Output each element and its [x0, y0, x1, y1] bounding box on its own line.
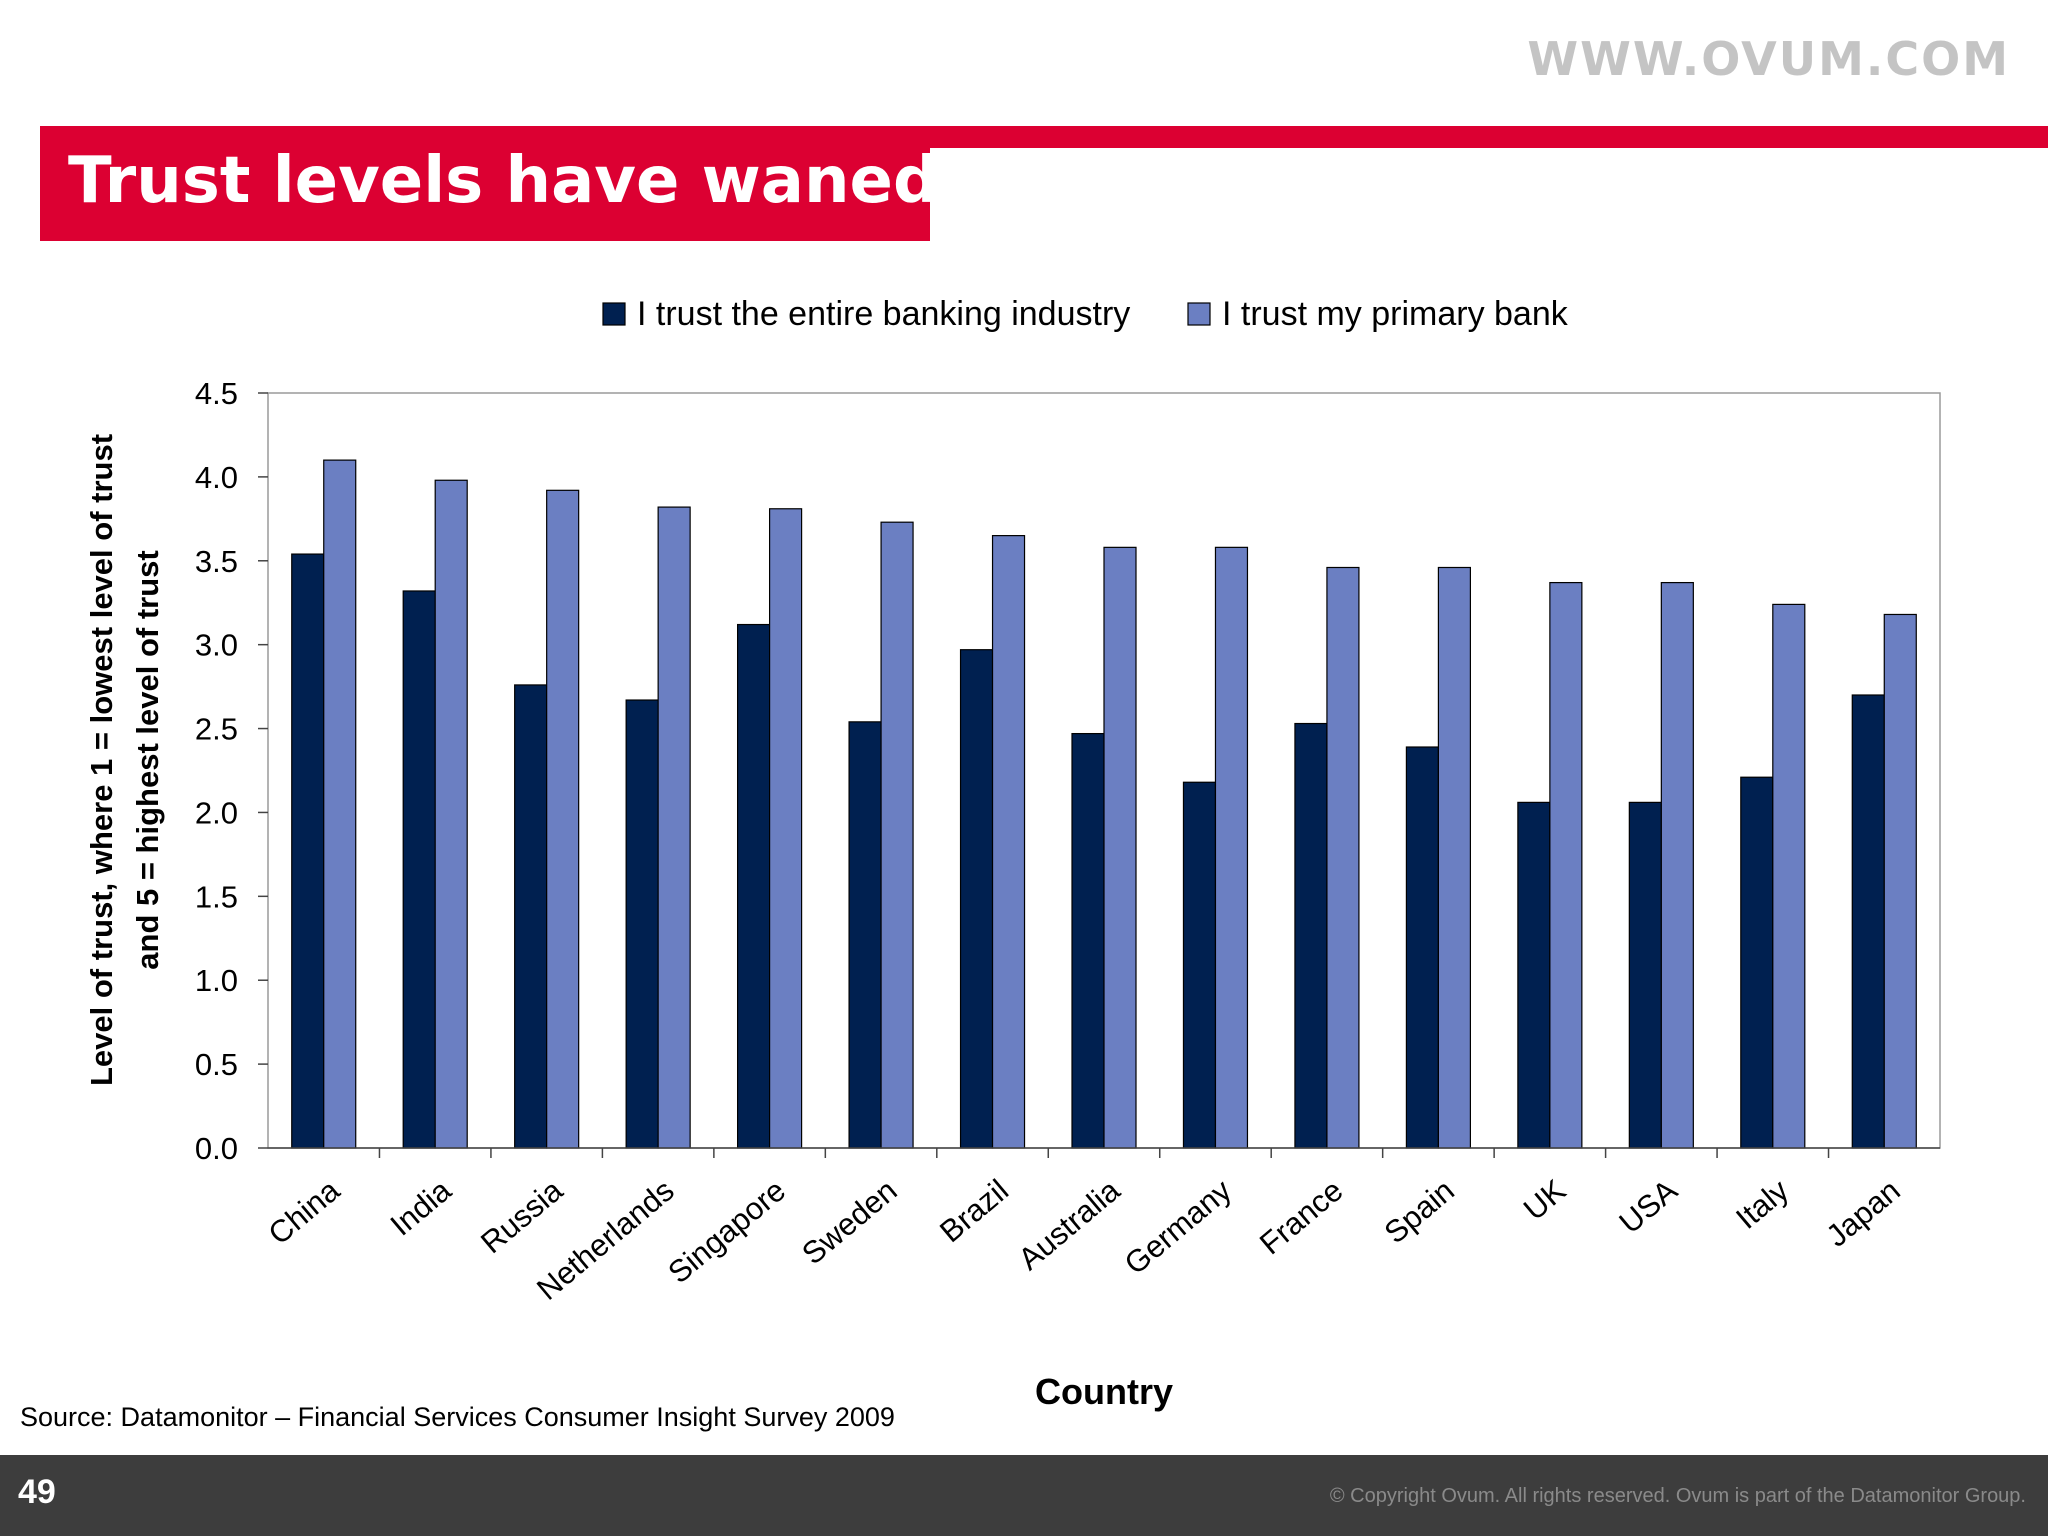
bar-primary-netherlands — [657, 506, 691, 1149]
x-tick-label: Japan — [1820, 1173, 1907, 1254]
x-tick-label: Brazil — [933, 1173, 1015, 1250]
y-tick-label: 4.5 — [195, 376, 238, 411]
source-note: Source: Datamonitor – Financial Services… — [20, 1402, 895, 1432]
bar-industry-singapore — [736, 623, 771, 1149]
y-tick-label: 0.5 — [195, 1047, 238, 1082]
legend-label-2: I trust my primary bank — [1222, 295, 1569, 333]
bar-industry-usa — [1628, 801, 1662, 1149]
x-tick-label: USA — [1613, 1172, 1685, 1240]
bar-industry-india — [402, 590, 436, 1149]
bar-primary-germany — [1214, 546, 1249, 1149]
bar-primary-spain — [1437, 566, 1472, 1149]
y-tick-label: 3.5 — [195, 544, 238, 579]
x-tick-label: France — [1253, 1173, 1349, 1262]
y-tick-label: 1.5 — [195, 879, 238, 914]
bar-industry-netherlands — [625, 699, 659, 1149]
bar-primary-australia — [1103, 546, 1137, 1149]
bar-primary-sweden — [880, 521, 914, 1149]
x-tick-label: Australia — [1012, 1172, 1127, 1277]
legend-label-1: I trust the entire banking industry — [637, 295, 1130, 333]
y-axis-title: Level of trust, where 1 = lowest level o… — [84, 434, 165, 1086]
bar-industry-japan — [1851, 694, 1885, 1149]
bar-industry-france — [1294, 722, 1328, 1149]
x-tick-label: Spain — [1378, 1173, 1461, 1251]
y-tick-label: 4.0 — [195, 460, 238, 495]
bar-primary-singapore — [768, 508, 803, 1149]
y-tick-label: 2.0 — [195, 795, 238, 830]
bar-primary-italy — [1772, 603, 1806, 1149]
bar-industry-australia — [1071, 732, 1105, 1149]
bar-industry-uk — [1517, 801, 1551, 1149]
legend-swatch-1 — [602, 302, 626, 326]
y-axis-label-line-2: and 5 = highest level of trust — [130, 550, 165, 969]
bar-industry-italy — [1740, 776, 1774, 1149]
y-axis-label-line-1: Level of trust, where 1 = lowest level o… — [84, 434, 119, 1086]
bar-industry-russia — [514, 684, 548, 1149]
legend-swatch-2 — [1187, 302, 1211, 326]
bar-primary-russia — [546, 489, 580, 1149]
x-tick-label: China — [262, 1172, 347, 1251]
footer-bar: 49 © Copyright Ovum. All rights reserved… — [0, 1455, 2048, 1536]
title-banner: Trust levels have waned — [40, 126, 939, 241]
bar-primary-japan — [1883, 613, 1917, 1149]
chart-legend: I trust the entire banking industry I tru… — [602, 295, 1569, 333]
x-tick-label: UK — [1517, 1172, 1573, 1227]
bar-primary-brazil — [991, 535, 1026, 1149]
bar-primary-uk — [1549, 581, 1583, 1149]
bar-industry-brazil — [959, 649, 994, 1149]
x-tick-label: Singapore — [661, 1173, 792, 1291]
page-title: Trust levels have waned — [68, 144, 939, 218]
x-axis-title: Country — [1035, 1371, 1173, 1412]
bar-primary-india — [434, 479, 468, 1149]
y-tick-label: 0.0 — [195, 1131, 238, 1166]
x-tick-label: Russia — [474, 1172, 570, 1260]
bar-primary-france — [1326, 566, 1360, 1149]
y-tick-label: 1.0 — [195, 963, 238, 998]
page-number: 49 — [18, 1473, 56, 1511]
x-tick-label: Sweden — [795, 1173, 903, 1272]
x-tick-label: India — [384, 1172, 459, 1243]
bar-primary-china — [323, 459, 357, 1149]
site-url-logo: WWW.OVUM.COM — [1527, 32, 2010, 86]
bar-industry-spain — [1405, 746, 1440, 1149]
plot-area: 0.0 0.5 1.0 1.5 2.0 2.5 3.0 3.5 4.0 4.5 China India… — [195, 376, 1941, 1307]
y-tick-label: 2.5 — [195, 712, 238, 747]
y-tick-label: 3.0 — [195, 628, 238, 663]
bar-industry-china — [291, 553, 325, 1149]
x-tick-label: Italy — [1729, 1172, 1795, 1236]
bar-primary-usa — [1660, 581, 1694, 1149]
bar-industry-germany — [1182, 781, 1217, 1149]
x-tick-label: Germany — [1118, 1172, 1239, 1281]
copyright-notice: © Copyright Ovum. All rights reserved. O… — [1329, 1485, 2026, 1507]
bar-industry-sweden — [848, 721, 882, 1149]
